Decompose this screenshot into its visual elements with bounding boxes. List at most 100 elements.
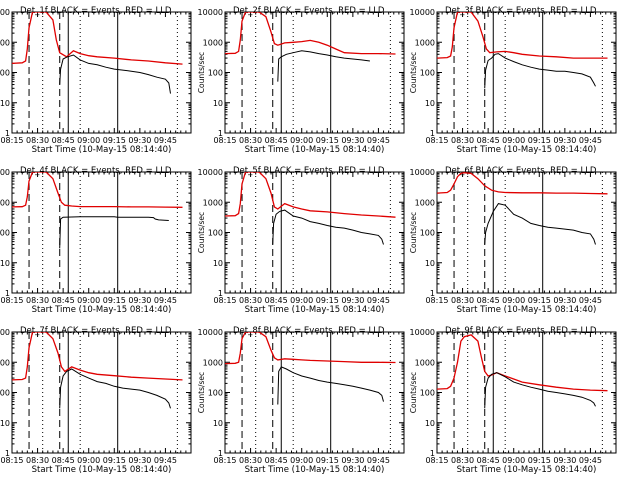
x-tick-label: 09:30 (553, 136, 576, 145)
events-series-line (484, 53, 596, 89)
x-axis-label: Start Time (10-May-15 08:14:40) (32, 465, 172, 475)
lld-series-line (225, 12, 396, 55)
x-tick-label: 08:45 (265, 136, 288, 145)
x-tick-label: 09:45 (579, 456, 602, 465)
y-tick-label: 10000 (198, 8, 223, 17)
x-tick-label: 08:45 (265, 456, 288, 465)
events-series-line (484, 203, 596, 245)
panel-title: Det_8f BLACK = Events, RED = LLD (233, 326, 385, 336)
plot-frame (436, 331, 617, 454)
x-tick-label: 08:30 (451, 456, 474, 465)
x-axis-label: Start Time (10-May-15 08:14:40) (32, 305, 172, 315)
x-tick-label: 08:30 (451, 296, 474, 305)
events-series-line (277, 50, 370, 82)
y-axis-label: Counts/sec (409, 52, 418, 93)
events-series-line (277, 366, 384, 405)
series-group (437, 172, 608, 245)
x-axis-label: Start Time (10-May-15 08:14:40) (245, 145, 385, 155)
x-tick-label: 08:30 (26, 456, 49, 465)
x-tick-label: 08:30 (239, 296, 262, 305)
x-tick-label: 08:45 (265, 296, 288, 305)
y-tick-label: 1000 (0, 198, 10, 207)
y-tick-label: 10 (213, 99, 223, 108)
panel-title: Det_1f BLACK = Events, RED = LLD (20, 6, 172, 16)
x-axis-label: Start Time (10-May-15 08:14:40) (457, 145, 597, 155)
y-tick-label: 10000 (0, 8, 10, 17)
y-tick-label: 10000 (410, 8, 435, 17)
x-tick-label: 09:45 (154, 136, 177, 145)
x-tick-label: 08:45 (52, 296, 75, 305)
y-tick-label: 1000 (415, 358, 435, 367)
x-axis-label: Start Time (10-May-15 08:14:40) (32, 145, 172, 155)
lld-series-line (437, 172, 608, 195)
panel-title: Det_3f BLACK = Events, RED = LLD (445, 6, 597, 16)
x-tick-label: 08:15 (425, 296, 448, 305)
x-tick-label: 08:30 (239, 456, 262, 465)
y-tick-label: 1 (5, 289, 10, 298)
lld-series-line (12, 172, 183, 208)
y-tick-label: 100 (420, 389, 435, 398)
x-tick-label: 09:15 (528, 296, 551, 305)
y-tick-label: 1000 (415, 38, 435, 47)
events-series-line (272, 209, 384, 245)
y-axis-label: Counts/sec (197, 372, 206, 413)
y-tick-label: 1000 (203, 38, 223, 47)
x-tick-label: 09:30 (553, 296, 576, 305)
x-tick-label: 09:30 (341, 456, 364, 465)
panel-title: Det_9f BLACK = Events, RED = LLD (445, 326, 597, 336)
panel-title: Det_5f BLACK = Events, RED = LLD (233, 166, 385, 176)
x-tick-label: 09:00 (502, 456, 525, 465)
series-group (225, 12, 396, 82)
x-tick-label: 08:45 (477, 296, 500, 305)
y-tick-label: 10000 (198, 168, 223, 177)
series-group (437, 334, 608, 409)
x-axis-label: Start Time (10-May-15 08:14:40) (245, 305, 385, 315)
x-tick-label: 08:15 (0, 456, 23, 465)
x-tick-label: 09:45 (154, 296, 177, 305)
series-group (225, 172, 396, 245)
x-tick-label: 08:30 (26, 296, 49, 305)
plot-frame (224, 171, 405, 294)
y-tick-label: 1 (430, 449, 435, 458)
panel-title: Det_7f BLACK = Events, RED = LLD (20, 326, 172, 336)
x-axis-label: Start Time (10-May-15 08:14:40) (457, 305, 597, 315)
x-tick-label: 08:45 (477, 136, 500, 145)
y-tick-label: 1 (218, 289, 223, 298)
y-tick-label: 10 (213, 419, 223, 428)
events-series-line (59, 54, 171, 94)
y-tick-label: 100 (0, 69, 10, 78)
y-tick-label: 10000 (198, 328, 223, 337)
x-tick-label: 09:30 (341, 296, 364, 305)
x-tick-label: 09:00 (77, 456, 100, 465)
x-tick-label: 09:00 (290, 136, 313, 145)
y-tick-label: 10000 (410, 328, 435, 337)
x-tick-label: 09:15 (103, 296, 126, 305)
x-tick-label: 08:45 (52, 456, 75, 465)
panel-title: Det_6f BLACK = Events, RED = LLD (445, 166, 597, 176)
y-tick-label: 10 (213, 259, 223, 268)
lld-series-line (225, 172, 396, 218)
x-tick-label: 09:00 (502, 296, 525, 305)
y-tick-label: 1000 (0, 38, 10, 47)
lld-series-line (225, 332, 396, 365)
x-tick-label: 09:45 (367, 296, 390, 305)
x-tick-label: 08:15 (0, 136, 23, 145)
plot-frame (224, 11, 405, 134)
y-tick-label: 1000 (415, 198, 435, 207)
y-tick-label: 100 (208, 69, 223, 78)
y-tick-label: 10 (0, 259, 10, 268)
x-tick-label: 08:30 (451, 136, 474, 145)
y-tick-label: 1 (218, 449, 223, 458)
x-tick-label: 08:30 (239, 136, 262, 145)
x-tick-label: 09:00 (502, 136, 525, 145)
x-tick-label: 09:30 (341, 136, 364, 145)
events-series-line (484, 372, 596, 409)
x-tick-label: 09:45 (579, 296, 602, 305)
x-axis-label: Start Time (10-May-15 08:14:40) (457, 465, 597, 475)
plot-frame (11, 11, 192, 134)
y-tick-label: 100 (0, 229, 10, 238)
x-tick-label: 09:15 (528, 136, 551, 145)
